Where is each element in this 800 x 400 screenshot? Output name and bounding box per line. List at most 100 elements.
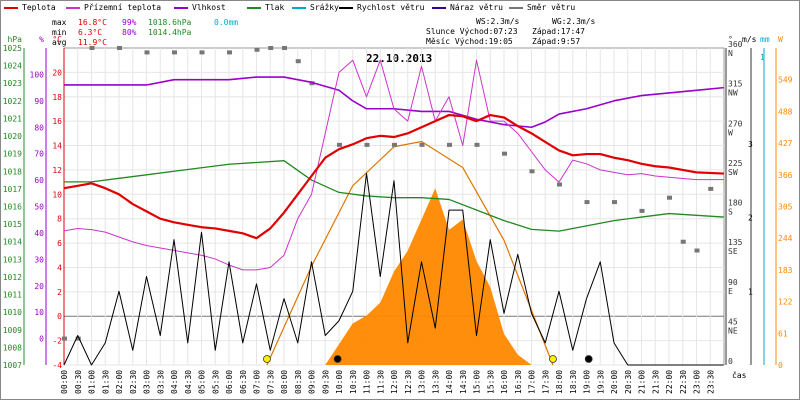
temperature-tick-label: 16 [52,117,62,126]
x-tick-label: 05:00 [198,370,207,394]
legend-label: Tlak [265,3,285,12]
solar-tick-label: 183 [778,266,793,275]
x-tick-label: 02:00 [115,370,124,394]
humidity-tick-label: 70 [34,150,44,159]
wind-direction-point [268,46,274,50]
pressure-tick-label: 1025 [3,44,22,53]
moonset-time: Západ:9:57 [532,37,581,46]
wind-direction-point [295,59,301,64]
x-tick-label: 22:00 [665,370,674,394]
pressure-tick-label: 1007 [3,361,22,370]
moonrise-time: Měsíc Východ:19:05 [426,37,513,46]
humidity-tick-label: 0 [39,335,44,344]
wind-direction-point [392,142,397,147]
x-tick-label: 08:00 [280,370,289,394]
stats-block: max 16.8°C 99% 1018.6hPa 0.0mm min 6.3°C 80% 10… [52,18,238,48]
ground-temperature-line [63,59,724,271]
legend-label: Směr větru [527,3,576,12]
direction-tick-label: NW [728,89,738,98]
x-tick-label: 23:30 [706,370,715,394]
x-tick-label: 12:30 [404,370,413,394]
wind-direction-point [667,195,672,200]
wind-tick-label: 1 [748,287,753,296]
pressure-tick-label: 1018 [3,167,22,176]
direction-tick-label: 225 [728,159,743,168]
x-tick-label: 00:30 [74,370,83,394]
stats-label: avg [52,38,67,47]
direction-tick-label: W [728,128,733,137]
x-tick-label: 12:00 [390,370,399,394]
pressure-tick-label: 1017 [3,185,22,194]
stats-label: max [52,18,67,27]
solar-tick-label: 305 [778,203,793,212]
legend-swatch [339,6,353,9]
wind-direction-point [75,336,81,341]
stats-label: min [52,28,67,37]
legend-label: Vlhkost [192,3,226,12]
x-axis-label: čas [732,370,747,380]
temperature-tick-label: 6 [57,239,62,248]
x-tick-label: 04:30 [184,370,193,394]
temperature-tick-label: -2 [52,337,62,346]
x-tick-label: 21:00 [638,370,647,394]
wind-tick-label: 3 [748,140,753,149]
direction-tick-label: 270 [728,119,743,128]
legend-swatch [292,6,306,9]
solar-axis-label: W [778,35,783,44]
wind-direction-point [199,50,205,55]
legend-item-humidity: Vlhkost [174,3,226,12]
temperature-tick-label: 2 [57,288,62,297]
x-tick-label: 21:30 [651,370,660,394]
x-tick-label: 03:00 [143,370,152,394]
pressure-tick-label: 1012 [3,273,22,282]
temperature-tick-label: 12 [52,166,62,175]
wind-direction-point [557,182,562,187]
stats-avg-row: avg 11.9°C [52,38,238,48]
solar-tick-label: 427 [778,139,793,148]
x-tick-label: 11:00 [363,370,372,394]
x-tick-label: 17:00 [528,370,537,394]
legend-swatch [174,6,188,9]
legend-swatch [432,6,446,9]
legend-label: Přízemní teplota [84,3,162,12]
x-tick-label: 14:00 [445,370,454,394]
temperature-tick-label: 4 [57,263,62,272]
x-tick-label: 04:00 [170,370,179,394]
x-tick-label: 10:00 [335,370,344,394]
wind-direction-point [89,46,95,50]
humidity-tick-label: 90 [34,97,44,106]
temperature-tick-label: 14 [52,142,62,151]
temperature-axis-label: °C [52,35,62,44]
stats-min-press: 1014.4hPa [148,28,192,37]
wind-direction-point [144,50,150,55]
pressure-tick-label: 1020 [3,132,22,141]
pressure-line [64,160,724,232]
rain-axis-label: mm [760,35,770,44]
legend-item-pressure: Tlak [247,3,284,12]
x-tick-label: 19:30 [596,370,605,394]
temperature-tick-label: 18 [52,93,62,102]
direction-tick-label: N [728,49,733,58]
x-tick-label: 20:00 [610,370,619,394]
pressure-tick-label: 1016 [3,203,22,212]
direction-tick-label: 315 [728,80,743,89]
sunset-time: Západ:17:47 [532,27,585,36]
stats-min-hum: 80% [122,28,137,37]
legend-swatch [247,6,261,9]
wind-direction-point [474,142,480,147]
x-tick-label: 22:30 [679,370,688,394]
direction-tick-label: SE [728,247,738,256]
x-tick-label: 08:30 [294,370,303,394]
temperature-tick-label: -4 [52,361,62,370]
legend-label: Rychlost větru [357,3,425,12]
x-tick-label: 18:30 [569,370,578,394]
wind-direction-point [254,47,260,52]
sunset-marker [549,355,557,363]
humidity-tick-label: 20 [34,282,44,291]
x-tick-label: 17:30 [541,370,550,394]
legend-item-wind-speed: Rychlost větru [339,3,424,12]
pressure-tick-label: 1024 [3,62,22,71]
humidity-tick-label: 60 [34,176,44,185]
solar-tick-label: 366 [778,171,793,180]
sun-arc-line [266,140,554,366]
